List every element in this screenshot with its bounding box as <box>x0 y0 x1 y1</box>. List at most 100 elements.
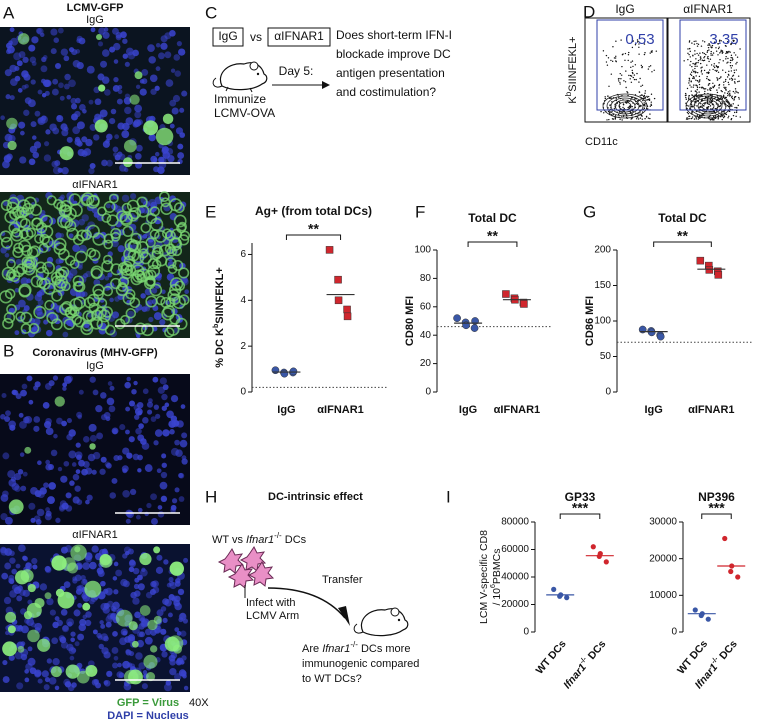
event <box>699 59 701 61</box>
significance: ** <box>487 228 498 244</box>
nucleus <box>153 440 159 446</box>
c-question: antigen presentation <box>336 66 445 80</box>
nucleus <box>24 415 33 424</box>
infected-cell <box>155 127 174 146</box>
nucleus <box>117 245 125 253</box>
event <box>713 65 715 67</box>
event <box>690 90 692 92</box>
nucleus <box>72 473 80 481</box>
nucleus <box>135 514 141 520</box>
event <box>697 54 700 56</box>
nucleus <box>92 629 98 635</box>
event <box>618 77 620 80</box>
nucleus <box>70 97 77 105</box>
nucleus <box>144 636 153 645</box>
i-ylabel: LCM V-specific CD8 <box>478 530 490 624</box>
event <box>642 99 644 102</box>
nucleus <box>109 492 117 499</box>
event <box>721 101 723 103</box>
nucleus <box>131 388 137 395</box>
infected-cell <box>147 264 161 278</box>
nucleus <box>2 160 10 169</box>
nucleus <box>148 316 154 323</box>
event <box>622 106 624 109</box>
infected-cell <box>53 242 67 255</box>
nucleus <box>33 425 40 432</box>
nucleus <box>113 152 118 157</box>
nucleus <box>66 375 74 382</box>
event <box>698 80 701 82</box>
nucleus <box>22 56 29 64</box>
event <box>707 72 710 75</box>
event <box>720 113 722 116</box>
nucleus <box>161 147 168 155</box>
event <box>693 97 696 99</box>
nucleus <box>4 516 13 525</box>
event <box>693 84 695 86</box>
event <box>716 91 719 94</box>
event <box>702 59 705 62</box>
nucleus <box>163 559 169 565</box>
x-tick-label: αIFNAR1 <box>317 404 364 416</box>
event <box>728 70 730 73</box>
nucleus <box>113 76 119 83</box>
nucleus <box>59 500 67 508</box>
nucleus <box>79 103 86 111</box>
event <box>630 99 632 101</box>
nucleus <box>18 51 26 58</box>
data-point <box>590 544 596 550</box>
event <box>607 110 610 113</box>
infected-cell <box>178 267 190 279</box>
event <box>690 74 693 77</box>
nucleus <box>99 109 108 118</box>
nucleus <box>174 70 182 77</box>
nucleus <box>89 434 97 442</box>
event <box>694 100 697 102</box>
nucleus <box>134 611 141 619</box>
infected-cell <box>128 239 142 253</box>
nucleus <box>138 423 144 429</box>
nucleus <box>16 60 23 67</box>
nucleus <box>60 641 69 649</box>
nucleus <box>81 136 88 143</box>
event <box>624 52 627 55</box>
nucleus <box>136 639 145 648</box>
event <box>649 105 652 107</box>
nucleus <box>79 618 87 626</box>
event <box>731 57 734 59</box>
nucleus <box>112 662 119 669</box>
significance: ** <box>308 221 319 237</box>
event <box>688 80 690 82</box>
nucleus <box>4 415 11 422</box>
nucleus <box>18 412 24 418</box>
event <box>631 71 634 74</box>
text-part: -/- <box>274 531 282 540</box>
infected-cell <box>103 239 114 250</box>
infected-cell <box>51 555 67 571</box>
y-tick-label: 40 <box>420 330 432 341</box>
event <box>631 113 633 115</box>
i-ylabel: / 106PBMCs <box>490 548 502 605</box>
nucleus <box>161 651 168 658</box>
infected-cell <box>145 237 156 248</box>
event <box>710 50 712 53</box>
infected-cell <box>101 212 112 223</box>
infected-cell <box>167 264 178 275</box>
event <box>612 46 614 48</box>
nucleus <box>174 627 180 632</box>
nucleus <box>60 123 68 131</box>
nucleus <box>124 61 130 67</box>
chart-title: Ag+ (from total DCs) <box>255 204 372 218</box>
infected-cell <box>131 251 145 265</box>
event <box>695 84 697 86</box>
nucleus <box>8 654 15 661</box>
nucleus <box>31 36 39 44</box>
event <box>725 52 727 55</box>
nucleus <box>1 392 7 399</box>
event <box>725 100 728 103</box>
event <box>631 46 634 49</box>
nucleus <box>142 417 149 424</box>
infected-cell <box>129 297 141 309</box>
nucleus <box>90 27 96 33</box>
event <box>717 43 719 45</box>
